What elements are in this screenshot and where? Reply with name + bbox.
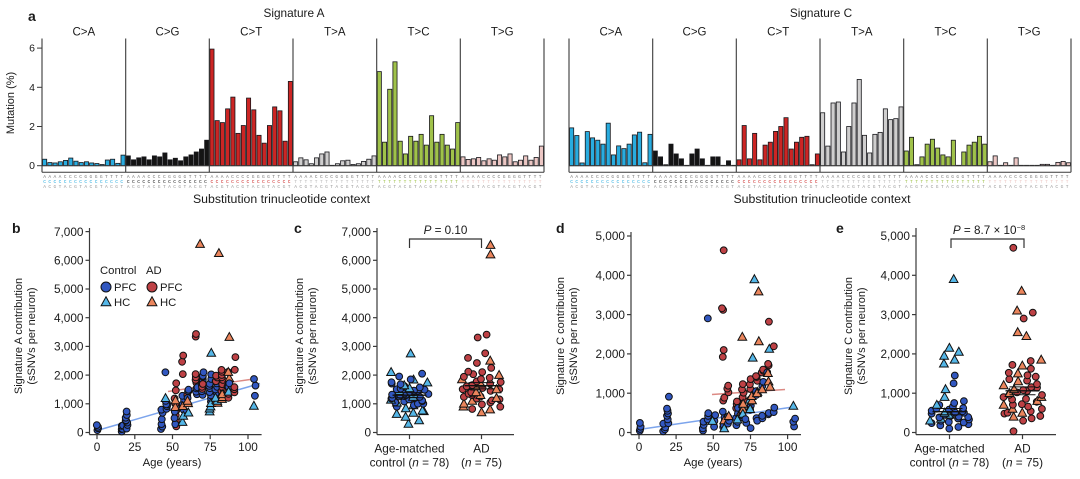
svg-text:C>A: C>A: [599, 27, 622, 39]
svg-text:50: 50: [707, 440, 721, 454]
svg-text:2: 2: [29, 121, 35, 133]
svg-text:50: 50: [166, 440, 180, 454]
svg-text:3,000: 3,000: [54, 340, 84, 354]
svg-text:PFC: PFC: [114, 282, 137, 294]
svg-text:Signature C contribution: Signature C contribution: [843, 277, 855, 395]
svg-text:C>G: C>G: [683, 27, 707, 39]
svg-text:(sSNVs per neuron): (sSNVs per neuron): [568, 287, 580, 384]
svg-text:(sSNVs per neuron): (sSNVs per neuron): [307, 287, 319, 384]
svg-text:C>T: C>T: [240, 27, 262, 39]
svg-text:2,000: 2,000: [595, 347, 625, 361]
svg-text:T>C: T>C: [934, 27, 956, 39]
svg-text:3,000: 3,000: [880, 308, 910, 322]
svg-text:3,000: 3,000: [595, 308, 625, 322]
svg-text:T>G: T>G: [491, 27, 514, 39]
svg-text:C>A: C>A: [72, 27, 95, 39]
svg-text:0: 0: [77, 426, 84, 440]
svg-text:AD: AD: [146, 265, 162, 277]
svg-text:2,000: 2,000: [54, 368, 84, 382]
svg-text:a: a: [28, 8, 36, 24]
svg-text:HC: HC: [160, 297, 176, 309]
svg-text:5,000: 5,000: [341, 282, 371, 296]
svg-text:0: 0: [618, 426, 625, 440]
svg-text:(n = 75): (n = 75): [1002, 456, 1043, 470]
svg-text:5,000: 5,000: [595, 229, 625, 243]
svg-text:PFC: PFC: [160, 282, 183, 294]
svg-text:Signature A: Signature A: [264, 6, 325, 20]
svg-text:25: 25: [670, 440, 684, 454]
svg-text:b: b: [12, 220, 21, 236]
svg-text:T>G: T>G: [1018, 27, 1041, 39]
svg-text:75: 75: [744, 440, 758, 454]
svg-text:c: c: [294, 220, 302, 236]
svg-text:control (n = 78): control (n = 78): [370, 456, 450, 470]
svg-text:0: 0: [364, 426, 371, 440]
svg-text:100: 100: [238, 440, 258, 454]
svg-text:1,000: 1,000: [54, 397, 84, 411]
svg-text:0: 0: [636, 440, 643, 454]
svg-text:4,000: 4,000: [54, 311, 84, 325]
svg-text:Substitution trinucleotide con: Substitution trinucleotide context: [193, 192, 371, 206]
svg-text:1,000: 1,000: [595, 386, 625, 400]
svg-text:0: 0: [903, 426, 910, 440]
svg-text:P = 0.10: P = 0.10: [424, 224, 468, 237]
svg-text:C>G: C>G: [156, 27, 180, 39]
svg-text:6,000: 6,000: [341, 254, 371, 268]
svg-text:P = 8.7 × 10−8: P = 8.7 × 10−8: [953, 223, 1025, 237]
svg-text:T>A: T>A: [324, 27, 346, 39]
svg-text:d: d: [556, 220, 565, 236]
svg-text:(sSNVs per neuron): (sSNVs per neuron): [26, 287, 38, 384]
svg-text:Age (years): Age (years): [684, 457, 743, 469]
svg-text:Signature C: Signature C: [790, 6, 853, 20]
svg-text:0: 0: [29, 160, 35, 172]
svg-text:Signature A contribution: Signature A contribution: [13, 278, 25, 394]
svg-text:Age-matched: Age-matched: [914, 442, 984, 456]
svg-text:4,000: 4,000: [880, 269, 910, 283]
svg-text:4,000: 4,000: [341, 311, 371, 325]
svg-text:2,000: 2,000: [880, 347, 910, 361]
svg-text:1,000: 1,000: [341, 397, 371, 411]
svg-text:4: 4: [29, 82, 35, 94]
svg-text:75: 75: [204, 440, 218, 454]
svg-text:5,000: 5,000: [54, 282, 84, 296]
svg-text:Signature A contribution: Signature A contribution: [294, 278, 306, 394]
svg-text:C>T: C>T: [767, 27, 789, 39]
svg-text:7,000: 7,000: [54, 225, 84, 239]
svg-text:5,000: 5,000: [880, 229, 910, 243]
svg-text:3,000: 3,000: [341, 340, 371, 354]
svg-text:1,000: 1,000: [880, 386, 910, 400]
svg-text:T>A: T>A: [851, 27, 873, 39]
svg-text:25: 25: [128, 440, 142, 454]
svg-text:AD: AD: [1014, 442, 1030, 456]
svg-text:7,000: 7,000: [341, 225, 371, 239]
svg-text:0: 0: [94, 440, 101, 454]
svg-text:e: e: [836, 220, 844, 236]
svg-text:(sSNVs per neuron): (sSNVs per neuron): [856, 287, 868, 384]
svg-text:Substitution trinucleotide con: Substitution trinucleotide context: [733, 192, 911, 206]
svg-text:Control: Control: [100, 265, 136, 277]
svg-text:HC: HC: [114, 297, 130, 309]
svg-text:4,000: 4,000: [595, 269, 625, 283]
svg-text:control (n = 78): control (n = 78): [910, 456, 990, 470]
svg-text:T>C: T>C: [407, 27, 429, 39]
svg-text:Age (years): Age (years): [143, 457, 202, 469]
svg-text:Signature C contribution: Signature C contribution: [555, 277, 567, 395]
svg-text:AD: AD: [473, 442, 489, 456]
svg-text:100: 100: [778, 440, 798, 454]
svg-text:2,000: 2,000: [341, 368, 371, 382]
svg-text:6: 6: [29, 43, 35, 55]
svg-text:(n = 75): (n = 75): [461, 456, 502, 470]
svg-text:Mutation (%): Mutation (%): [5, 72, 17, 134]
svg-text:6,000: 6,000: [54, 254, 84, 268]
svg-text:Age-matched: Age-matched: [374, 442, 444, 456]
